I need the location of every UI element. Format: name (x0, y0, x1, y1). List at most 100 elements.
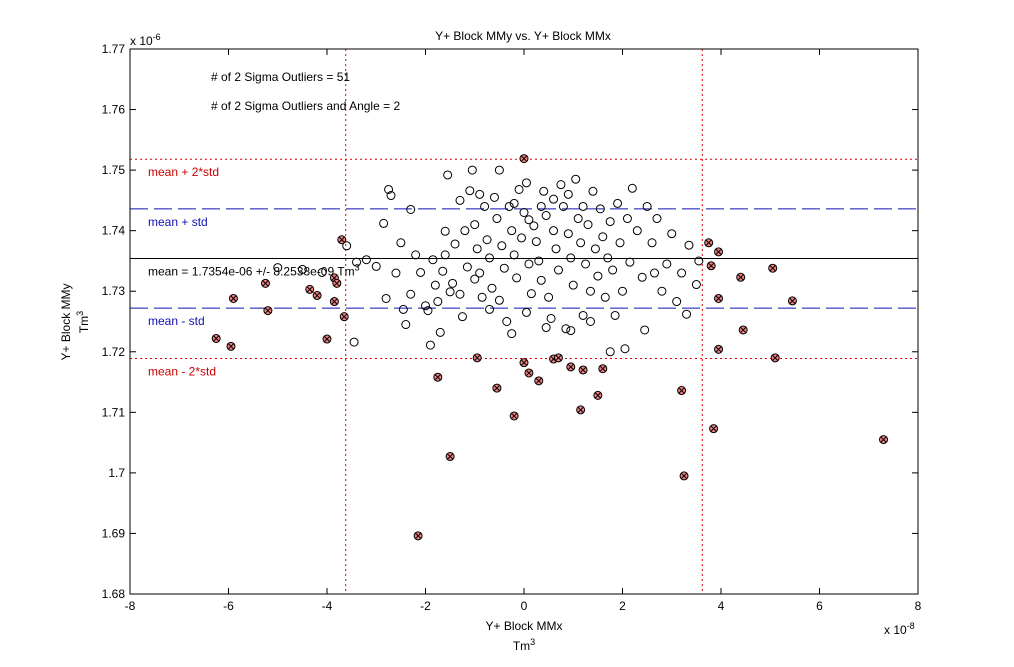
data-point (455, 195, 465, 205)
data-point (578, 201, 588, 211)
outlier-point (879, 435, 889, 445)
data-point (440, 226, 450, 236)
data-point (650, 268, 660, 278)
data-point (526, 289, 536, 299)
data-point (421, 301, 430, 311)
outlier-point (228, 293, 238, 303)
reference-line-label: mean - 2*std (148, 364, 216, 378)
outlier-point (578, 365, 588, 375)
data-point (455, 289, 465, 299)
data-point (494, 295, 504, 305)
outlier-point-cross (474, 354, 481, 361)
data-point (384, 184, 394, 194)
y-tick-label: 1.71 (102, 405, 126, 419)
data-point (546, 313, 556, 323)
data-point (509, 198, 519, 208)
x-tick-label: -6 (223, 599, 234, 613)
outlier-point-cross (580, 366, 587, 373)
data-point (581, 259, 591, 269)
data-point (379, 218, 389, 228)
outlier-point (593, 390, 603, 400)
data-point (485, 304, 495, 314)
data-point (507, 329, 517, 339)
outlier-point-cross (521, 359, 527, 366)
data-point (317, 267, 327, 277)
data-point (588, 186, 598, 196)
data-point (536, 275, 546, 285)
outlier-point-cross (213, 335, 220, 342)
data-point (428, 255, 438, 265)
data-point (519, 208, 529, 217)
data-point (472, 244, 482, 254)
outlier-point-cross (434, 374, 441, 381)
data-point (467, 165, 477, 175)
data-point (398, 304, 408, 314)
data-point (566, 253, 576, 263)
outlier-point-cross (324, 336, 330, 343)
outlier-point-cross (681, 472, 688, 479)
outlier-point-cross (314, 292, 321, 299)
data-point (517, 233, 527, 243)
outlier-point (445, 452, 455, 462)
outlier-point-cross (264, 307, 271, 314)
outlier-point-cross (333, 280, 340, 287)
outlier-point (679, 471, 689, 481)
data-point (371, 261, 381, 271)
data-point (475, 268, 485, 278)
chart-title: Y+ Block MMy vs. Y+ Block MMx (435, 29, 611, 43)
y-tick-label: 1.7 (108, 466, 125, 480)
data-point (507, 226, 517, 236)
data-point (605, 347, 615, 357)
data-point (534, 256, 544, 266)
data-point (297, 264, 307, 274)
reference-line-labels: mean + 2*std mean + std mean = 1.7354e-06 … (148, 165, 360, 378)
data-point (632, 226, 642, 236)
data-point (477, 292, 487, 302)
data-point (613, 198, 623, 208)
data-point (642, 201, 652, 211)
outlier-point-cross (306, 286, 313, 293)
outlier-point (312, 290, 322, 300)
x-axis-unit-base: Tm (513, 639, 530, 653)
outlier-point (704, 238, 714, 248)
data-point (549, 226, 559, 236)
x-tick-label: 8 (915, 599, 922, 613)
data-point (618, 286, 627, 296)
x-tick-label: -4 (322, 599, 333, 613)
x-multiplier-exponent: -8 (907, 621, 915, 631)
y-axis-unit-group: Tm3 (75, 311, 91, 333)
data-point (637, 272, 647, 282)
outlier-point (433, 372, 443, 382)
data-point (563, 189, 573, 199)
data-point (541, 323, 551, 333)
data-point (620, 344, 630, 354)
data-point (576, 238, 586, 248)
data-point (425, 340, 435, 350)
x-axis: -8 -6 -4 -2 0 2 4 6 8 (125, 49, 922, 613)
data-point (536, 201, 546, 211)
outlier-point (738, 325, 748, 335)
data-point (610, 310, 620, 320)
outlier-point-cross (708, 262, 715, 269)
data-point (342, 241, 352, 251)
data-point (640, 325, 650, 335)
data-point (494, 165, 504, 175)
outlier-point (534, 376, 544, 386)
data-point (578, 310, 588, 320)
reference-line-label-text: mean - 2*std (148, 364, 216, 378)
data-point (625, 257, 635, 267)
data-point (593, 271, 603, 281)
outlier-point (736, 272, 746, 282)
outlier-point-cross (331, 274, 338, 281)
data-point (504, 201, 514, 211)
data-point (558, 201, 568, 211)
x-tick-label: 4 (718, 599, 725, 613)
outlier-point (714, 293, 724, 303)
data-points (211, 154, 889, 541)
data-point (381, 293, 391, 303)
data-point (556, 180, 566, 190)
data-point (401, 320, 411, 330)
annotation-outlier-angle-count: # of 2 Sigma Outliers and Angle = 2 (211, 99, 400, 113)
outlier-point (519, 358, 529, 368)
data-point (361, 255, 371, 265)
